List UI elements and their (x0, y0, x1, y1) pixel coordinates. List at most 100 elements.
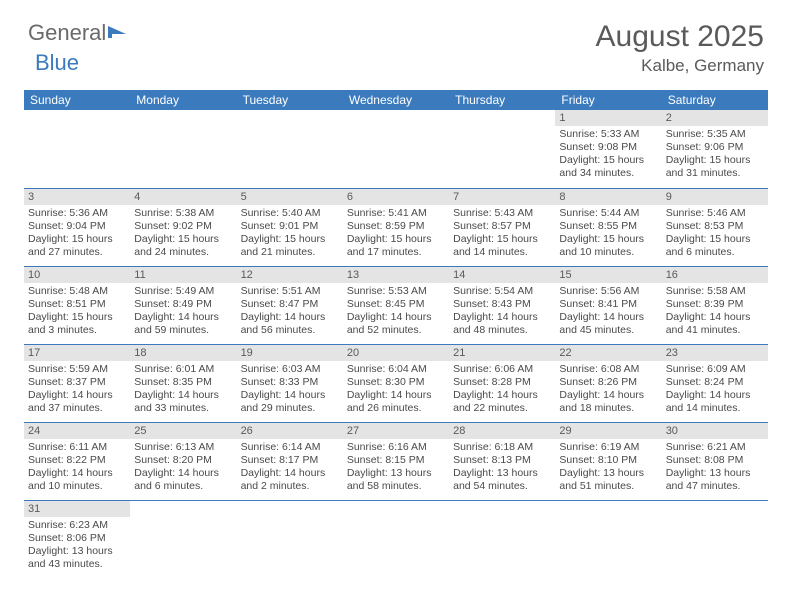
day-detail-line: Sunrise: 6:13 AM (134, 441, 232, 454)
day-detail-line: Sunrise: 5:41 AM (347, 207, 445, 220)
day-detail-line: Sunset: 8:22 PM (28, 454, 126, 467)
day-detail-line: and 47 minutes. (666, 480, 764, 493)
day-number: 17 (24, 345, 130, 361)
day-number: 4 (130, 189, 236, 205)
calendar-day-cell: 9Sunrise: 5:46 AMSunset: 8:53 PMDaylight… (662, 188, 768, 266)
day-detail-line: Daylight: 14 hours (241, 311, 339, 324)
day-detail-line: Sunrise: 5:35 AM (666, 128, 764, 141)
logo: General (28, 20, 130, 46)
calendar-day-cell: 19Sunrise: 6:03 AMSunset: 8:33 PMDayligh… (237, 344, 343, 422)
calendar-empty-cell (449, 110, 555, 188)
day-detail-line: Daylight: 14 hours (347, 311, 445, 324)
day-detail-line: Sunset: 8:53 PM (666, 220, 764, 233)
day-detail-line: Sunrise: 5:43 AM (453, 207, 551, 220)
day-details: Sunrise: 5:54 AMSunset: 8:43 PMDaylight:… (449, 283, 555, 340)
day-detail-line: Sunrise: 6:01 AM (134, 363, 232, 376)
day-detail-line: Daylight: 14 hours (134, 389, 232, 402)
day-number: 15 (555, 267, 661, 283)
day-detail-line: Sunset: 8:47 PM (241, 298, 339, 311)
day-detail-line: Daylight: 13 hours (559, 467, 657, 480)
day-detail-line: Sunset: 9:08 PM (559, 141, 657, 154)
day-details: Sunrise: 5:36 AMSunset: 9:04 PMDaylight:… (24, 205, 130, 262)
calendar-day-cell: 11Sunrise: 5:49 AMSunset: 8:49 PMDayligh… (130, 266, 236, 344)
day-detail-line: Sunrise: 5:53 AM (347, 285, 445, 298)
day-number: 23 (662, 345, 768, 361)
day-detail-line: Sunrise: 6:06 AM (453, 363, 551, 376)
month-title: August 2025 (596, 20, 764, 54)
calendar-day-cell: 22Sunrise: 6:08 AMSunset: 8:26 PMDayligh… (555, 344, 661, 422)
day-detail-line: Sunset: 9:02 PM (134, 220, 232, 233)
day-detail-line: Sunrise: 6:23 AM (28, 519, 126, 532)
calendar-week-row: 24Sunrise: 6:11 AMSunset: 8:22 PMDayligh… (24, 422, 768, 500)
calendar-day-cell: 7Sunrise: 5:43 AMSunset: 8:57 PMDaylight… (449, 188, 555, 266)
day-detail-line: Sunrise: 6:04 AM (347, 363, 445, 376)
day-detail-line: Daylight: 15 hours (666, 154, 764, 167)
day-header: Wednesday (343, 90, 449, 110)
day-number: 26 (237, 423, 343, 439)
day-detail-line: and 27 minutes. (28, 246, 126, 259)
calendar-day-cell: 6Sunrise: 5:41 AMSunset: 8:59 PMDaylight… (343, 188, 449, 266)
title-block: August 2025 Kalbe, Germany (596, 20, 764, 76)
day-detail-line: Sunset: 8:57 PM (453, 220, 551, 233)
day-number: 2 (662, 110, 768, 126)
day-details: Sunrise: 6:01 AMSunset: 8:35 PMDaylight:… (130, 361, 236, 418)
logo-text-1: General (28, 20, 106, 46)
day-detail-line: and 45 minutes. (559, 324, 657, 337)
calendar-week-row: 1Sunrise: 5:33 AMSunset: 9:08 PMDaylight… (24, 110, 768, 188)
day-detail-line: Sunset: 8:28 PM (453, 376, 551, 389)
day-details: Sunrise: 5:43 AMSunset: 8:57 PMDaylight:… (449, 205, 555, 262)
calendar-day-cell: 30Sunrise: 6:21 AMSunset: 8:08 PMDayligh… (662, 422, 768, 500)
day-details: Sunrise: 6:09 AMSunset: 8:24 PMDaylight:… (662, 361, 768, 418)
day-detail-line: Daylight: 13 hours (28, 545, 126, 558)
calendar-day-cell: 29Sunrise: 6:19 AMSunset: 8:10 PMDayligh… (555, 422, 661, 500)
day-number: 11 (130, 267, 236, 283)
day-detail-line: and 59 minutes. (134, 324, 232, 337)
day-detail-line: Sunrise: 5:40 AM (241, 207, 339, 220)
day-detail-line: Sunrise: 5:58 AM (666, 285, 764, 298)
day-detail-line: Sunrise: 6:14 AM (241, 441, 339, 454)
day-detail-line: and 43 minutes. (28, 558, 126, 571)
day-detail-line: and 54 minutes. (453, 480, 551, 493)
calendar-day-cell: 26Sunrise: 6:14 AMSunset: 8:17 PMDayligh… (237, 422, 343, 500)
day-detail-line: Daylight: 13 hours (666, 467, 764, 480)
day-number: 28 (449, 423, 555, 439)
calendar-day-cell: 4Sunrise: 5:38 AMSunset: 9:02 PMDaylight… (130, 188, 236, 266)
calendar-empty-cell (343, 500, 449, 578)
day-detail-line: Daylight: 14 hours (28, 389, 126, 402)
day-header: Monday (130, 90, 236, 110)
day-detail-line: Sunrise: 6:19 AM (559, 441, 657, 454)
calendar-empty-cell (130, 110, 236, 188)
day-detail-line: Sunset: 8:24 PM (666, 376, 764, 389)
day-detail-line: Sunset: 8:37 PM (28, 376, 126, 389)
calendar-empty-cell (130, 500, 236, 578)
day-detail-line: and 37 minutes. (28, 402, 126, 415)
day-header: Sunday (24, 90, 130, 110)
day-detail-line: and 3 minutes. (28, 324, 126, 337)
day-detail-line: and 24 minutes. (134, 246, 232, 259)
day-detail-line: Sunrise: 5:59 AM (28, 363, 126, 376)
calendar-day-cell: 3Sunrise: 5:36 AMSunset: 9:04 PMDaylight… (24, 188, 130, 266)
day-details: Sunrise: 5:51 AMSunset: 8:47 PMDaylight:… (237, 283, 343, 340)
day-detail-line: Daylight: 15 hours (666, 233, 764, 246)
calendar-day-cell: 5Sunrise: 5:40 AMSunset: 9:01 PMDaylight… (237, 188, 343, 266)
calendar-day-cell: 20Sunrise: 6:04 AMSunset: 8:30 PMDayligh… (343, 344, 449, 422)
day-number: 7 (449, 189, 555, 205)
day-detail-line: and 2 minutes. (241, 480, 339, 493)
day-detail-line: and 6 minutes. (134, 480, 232, 493)
day-number: 24 (24, 423, 130, 439)
day-detail-line: Sunset: 8:15 PM (347, 454, 445, 467)
day-details: Sunrise: 5:53 AMSunset: 8:45 PMDaylight:… (343, 283, 449, 340)
day-detail-line: Sunset: 8:06 PM (28, 532, 126, 545)
calendar-week-row: 31Sunrise: 6:23 AMSunset: 8:06 PMDayligh… (24, 500, 768, 578)
calendar-day-cell: 12Sunrise: 5:51 AMSunset: 8:47 PMDayligh… (237, 266, 343, 344)
day-detail-line: Sunrise: 5:46 AM (666, 207, 764, 220)
day-number: 10 (24, 267, 130, 283)
day-detail-line: and 26 minutes. (347, 402, 445, 415)
calendar-empty-cell (343, 110, 449, 188)
day-number: 19 (237, 345, 343, 361)
day-detail-line: Daylight: 14 hours (347, 389, 445, 402)
day-detail-line: Sunset: 8:20 PM (134, 454, 232, 467)
day-detail-line: and 31 minutes. (666, 167, 764, 180)
day-detail-line: and 33 minutes. (134, 402, 232, 415)
day-detail-line: and 18 minutes. (559, 402, 657, 415)
